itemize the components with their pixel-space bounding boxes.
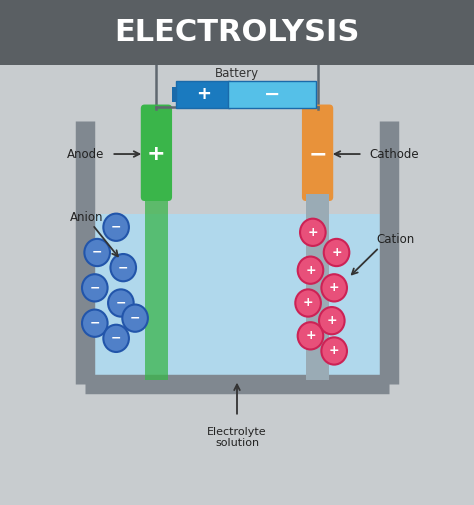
Circle shape — [103, 214, 129, 241]
Text: +: + — [147, 144, 166, 164]
Bar — [306, 194, 329, 380]
FancyBboxPatch shape — [228, 81, 316, 108]
Text: Battery: Battery — [215, 67, 259, 80]
Circle shape — [324, 239, 349, 266]
Text: +: + — [308, 226, 318, 239]
Circle shape — [103, 325, 129, 352]
Text: −: − — [111, 332, 121, 345]
Bar — [89, 214, 385, 380]
Text: Cathode: Cathode — [370, 147, 419, 161]
Text: +: + — [196, 85, 211, 104]
Text: +: + — [303, 296, 313, 310]
Circle shape — [298, 257, 323, 284]
FancyBboxPatch shape — [141, 105, 172, 201]
Text: −: − — [308, 144, 327, 164]
Bar — [89, 121, 385, 214]
Text: Anode: Anode — [67, 147, 104, 161]
Text: Anion: Anion — [70, 211, 103, 224]
Text: +: + — [327, 314, 337, 327]
Text: −: − — [264, 85, 280, 104]
FancyBboxPatch shape — [0, 0, 474, 65]
Circle shape — [82, 274, 108, 301]
Circle shape — [108, 289, 134, 317]
Text: +: + — [329, 344, 339, 358]
Text: +: + — [331, 246, 342, 259]
Text: +: + — [329, 281, 339, 294]
Text: −: − — [130, 312, 140, 325]
Text: −: − — [90, 317, 100, 330]
Circle shape — [84, 239, 110, 266]
Circle shape — [300, 219, 326, 246]
Circle shape — [110, 254, 136, 281]
Text: −: − — [118, 261, 128, 274]
Bar — [172, 87, 177, 102]
Text: −: − — [90, 281, 100, 294]
Circle shape — [298, 322, 323, 349]
Text: +: + — [305, 264, 316, 277]
Circle shape — [122, 305, 148, 332]
Text: −: − — [111, 221, 121, 234]
Bar — [145, 194, 168, 380]
FancyBboxPatch shape — [302, 105, 333, 201]
Circle shape — [82, 310, 108, 337]
Text: Electrolyte
solution: Electrolyte solution — [207, 427, 267, 448]
Circle shape — [321, 274, 347, 301]
Text: −: − — [116, 296, 126, 310]
Text: −: − — [92, 246, 102, 259]
Circle shape — [295, 289, 321, 317]
FancyBboxPatch shape — [176, 81, 230, 108]
Text: Cation: Cation — [377, 233, 415, 246]
Circle shape — [319, 307, 345, 334]
Text: +: + — [305, 329, 316, 342]
Circle shape — [321, 337, 347, 365]
Text: ELECTROLYSIS: ELECTROLYSIS — [114, 18, 360, 47]
